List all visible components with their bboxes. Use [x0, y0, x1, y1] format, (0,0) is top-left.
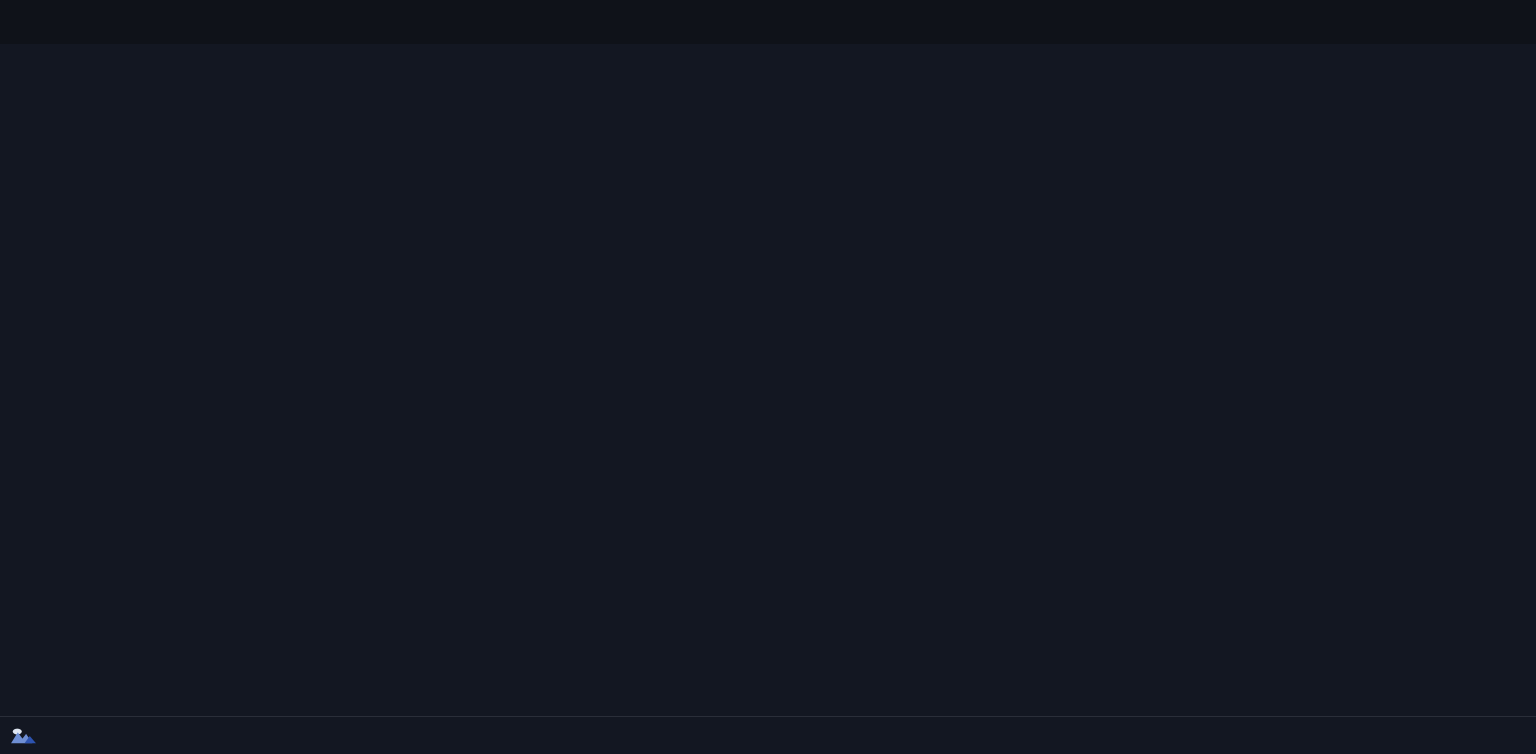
ohlc-close	[60, 21, 72, 40]
ohlc-open	[24, 21, 36, 40]
publish-info-row	[10, 4, 1526, 21]
chart-area	[0, 44, 1536, 716]
ohlc-low	[48, 21, 60, 40]
price-chart-canvas[interactable]	[0, 44, 1536, 716]
tradingview-logo-icon	[11, 728, 36, 743]
footer	[0, 716, 1536, 754]
ohlc-high	[36, 21, 48, 40]
symbol-info-row	[10, 21, 1526, 40]
tradingview-brand-link[interactable]	[10, 727, 45, 745]
header	[0, 0, 1536, 44]
